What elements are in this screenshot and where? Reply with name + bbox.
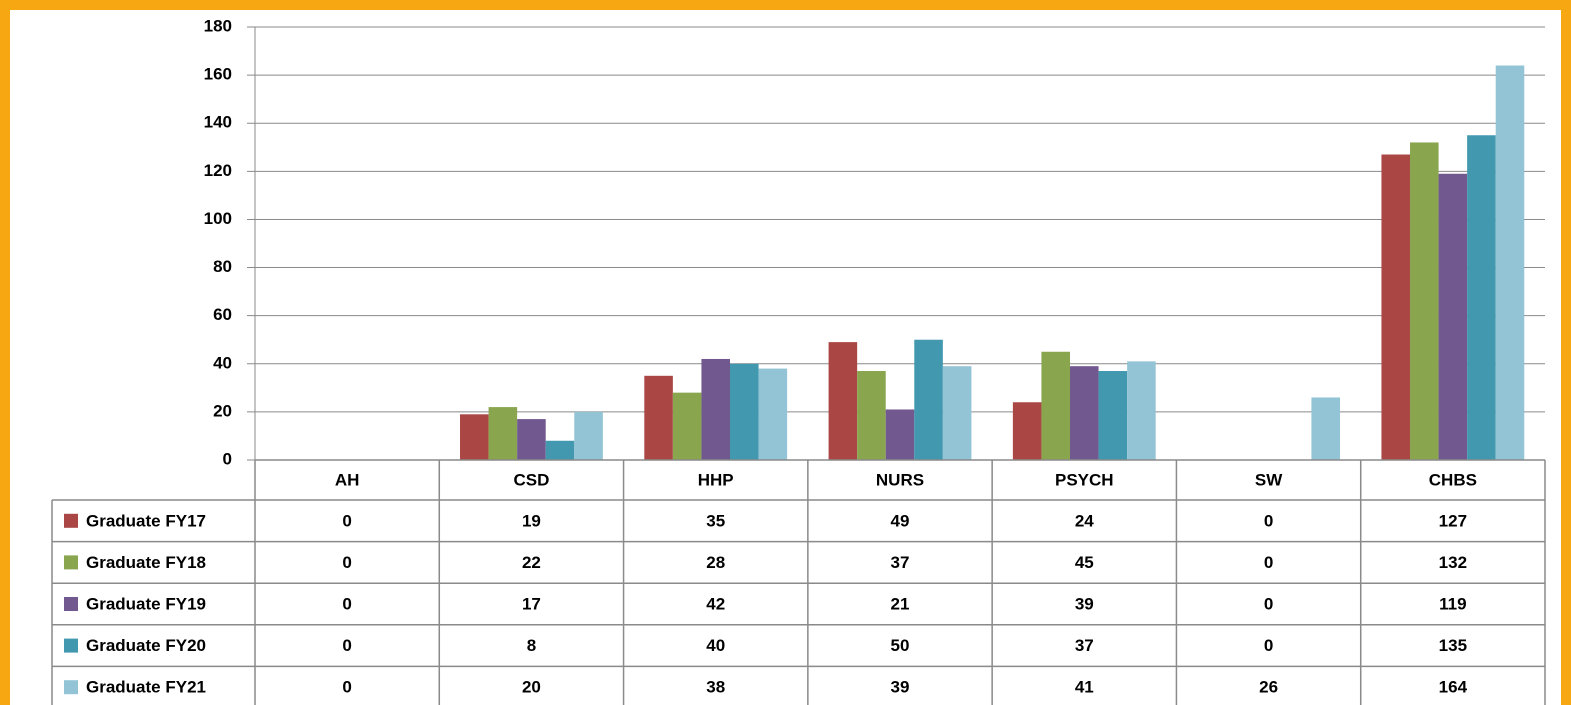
y-tick-label: 20 xyxy=(213,401,232,420)
table-value: 0 xyxy=(342,511,351,530)
y-tick-label: 140 xyxy=(204,113,232,132)
table-value: 38 xyxy=(706,678,725,697)
legend-swatch xyxy=(64,597,78,611)
bar xyxy=(1467,135,1496,460)
table-value: 164 xyxy=(1439,678,1468,697)
legend-label: Graduate FY17 xyxy=(86,511,206,530)
table-value: 132 xyxy=(1439,553,1467,572)
y-tick-label: 180 xyxy=(204,16,232,35)
table-value: 26 xyxy=(1259,678,1278,697)
table-value: 37 xyxy=(891,553,910,572)
bar xyxy=(1311,397,1340,460)
bar xyxy=(460,414,489,460)
legend-label: Graduate FY21 xyxy=(86,678,206,697)
x-tick-label: CSD xyxy=(513,470,549,489)
table-value: 37 xyxy=(1075,636,1094,655)
bar xyxy=(942,366,972,460)
bar xyxy=(914,339,943,460)
bar xyxy=(1410,142,1439,460)
bar xyxy=(885,409,915,460)
table-value: 0 xyxy=(1264,511,1273,530)
table-value: 22 xyxy=(522,553,541,572)
table-value: 0 xyxy=(342,678,351,697)
bar xyxy=(828,342,858,460)
table-value: 42 xyxy=(706,594,725,613)
table-value: 24 xyxy=(1075,511,1094,530)
bar xyxy=(644,375,673,460)
bar xyxy=(1438,173,1468,460)
y-tick-label: 0 xyxy=(223,449,232,468)
x-tick-label: AH xyxy=(335,470,360,489)
bar xyxy=(729,363,759,460)
bar xyxy=(1012,402,1042,460)
x-tick-label: CHBS xyxy=(1429,470,1477,489)
table-value: 135 xyxy=(1439,636,1467,655)
bar xyxy=(758,368,788,460)
table-value: 39 xyxy=(891,678,910,697)
legend-label: Graduate FY19 xyxy=(86,594,206,613)
bar xyxy=(488,407,518,460)
bar xyxy=(1070,366,1099,460)
table-value: 45 xyxy=(1075,553,1094,572)
bar xyxy=(857,370,886,460)
table-value: 19 xyxy=(522,511,541,530)
table-value: 20 xyxy=(522,678,541,697)
legend-label: Graduate FY18 xyxy=(86,553,206,572)
x-tick-label: HHP xyxy=(698,470,734,489)
x-tick-label: NURS xyxy=(876,470,924,489)
table-value: 17 xyxy=(522,594,541,613)
y-tick-label: 100 xyxy=(204,209,232,228)
table-value: 0 xyxy=(1264,594,1273,613)
legend-swatch xyxy=(64,555,78,570)
y-tick-label: 160 xyxy=(204,65,232,84)
table-value: 50 xyxy=(891,636,910,655)
table-value: 0 xyxy=(1264,553,1273,572)
table-value: 21 xyxy=(891,594,910,613)
y-tick-label: 120 xyxy=(204,161,232,180)
legend-label: Graduate FY20 xyxy=(86,636,206,655)
bar xyxy=(1041,351,1071,460)
table-value: 28 xyxy=(706,553,725,572)
table-value: 0 xyxy=(342,594,351,613)
table-value: 0 xyxy=(342,553,351,572)
legend-swatch xyxy=(64,638,78,653)
table-value: 35 xyxy=(706,511,725,530)
table-value: 0 xyxy=(342,636,351,655)
bar xyxy=(1381,154,1411,460)
table-value: 119 xyxy=(1439,594,1466,613)
table-value: 40 xyxy=(706,636,725,655)
bar xyxy=(1098,370,1128,460)
bar xyxy=(1127,361,1156,460)
bar xyxy=(672,392,702,460)
bar xyxy=(1495,65,1525,460)
table-value: 49 xyxy=(891,511,910,530)
table-value: 41 xyxy=(1075,678,1094,697)
bar xyxy=(701,358,730,460)
x-tick-label: PSYCH xyxy=(1055,470,1114,489)
table-value: 0 xyxy=(1264,636,1273,655)
bar xyxy=(574,411,603,460)
legend-swatch xyxy=(64,680,78,695)
bar xyxy=(545,440,575,460)
table-value: 39 xyxy=(1075,594,1094,613)
y-tick-label: 60 xyxy=(213,305,232,324)
legend-swatch xyxy=(64,513,78,528)
y-tick-label: 80 xyxy=(213,257,232,276)
x-tick-label: SW xyxy=(1255,470,1283,489)
table-value: 127 xyxy=(1439,511,1467,530)
bar xyxy=(517,419,546,460)
y-tick-label: 40 xyxy=(213,353,232,372)
table-value: 8 xyxy=(527,636,536,655)
